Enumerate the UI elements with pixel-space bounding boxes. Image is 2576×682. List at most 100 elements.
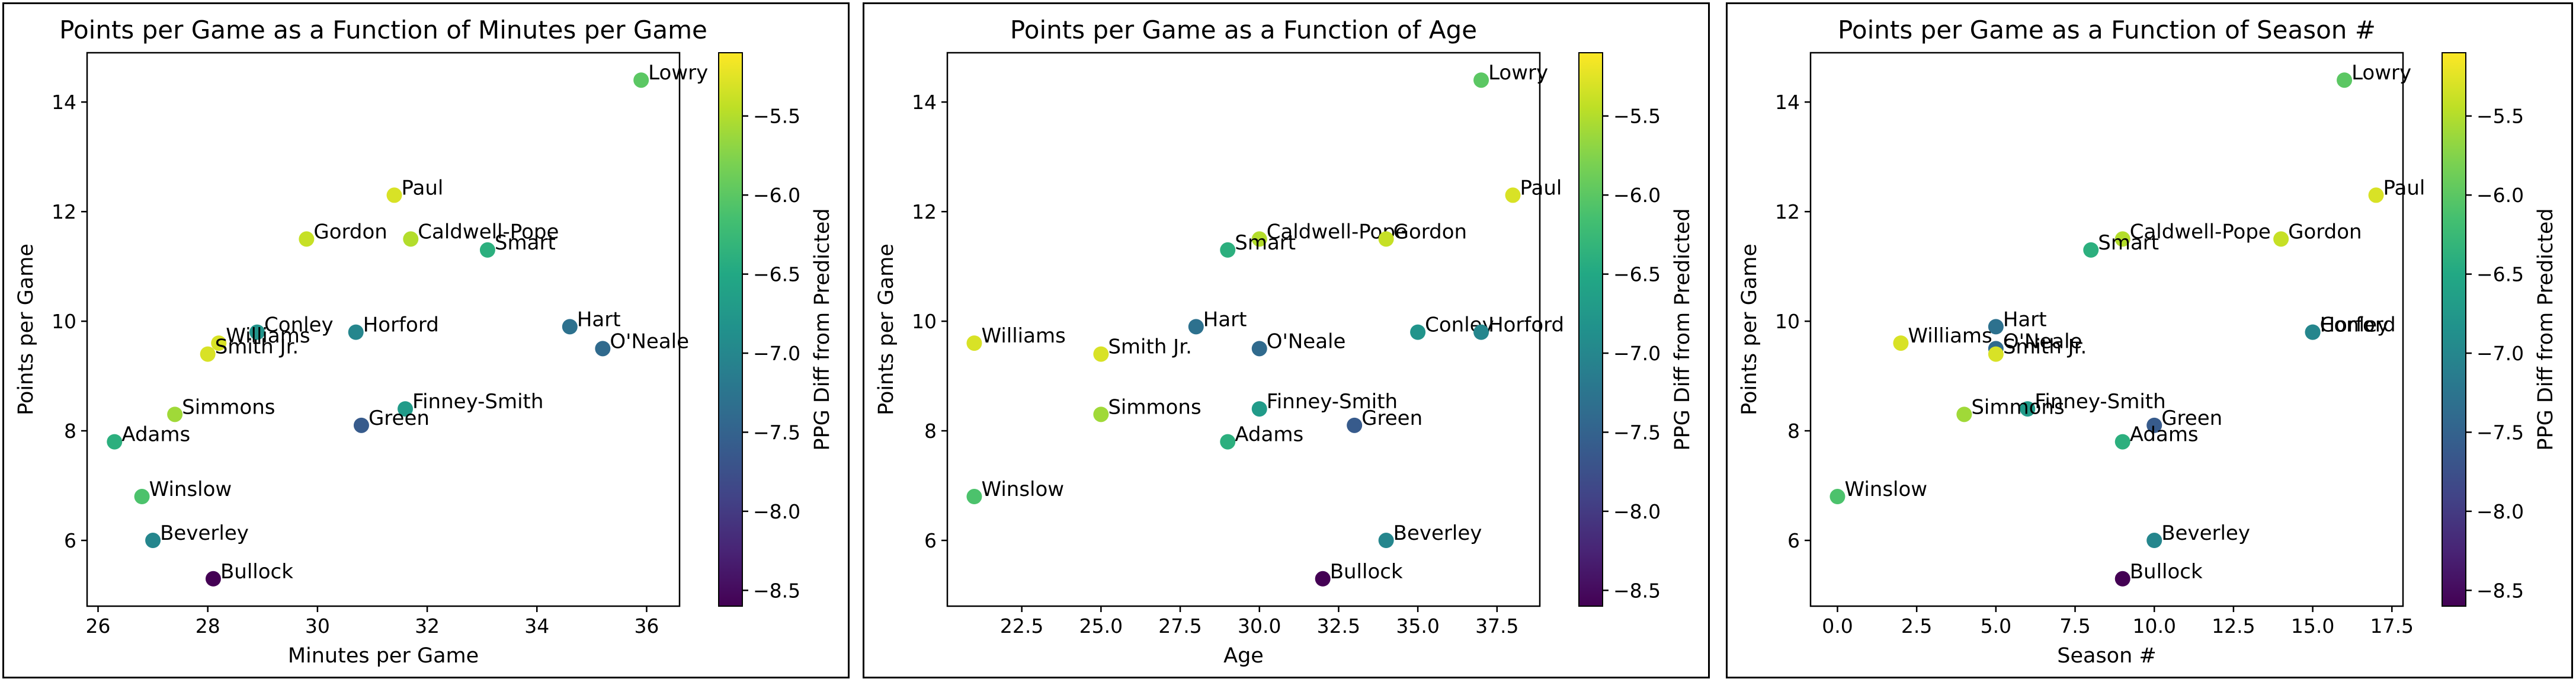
y-tick-label: 12 [1775, 200, 1800, 223]
x-tick-label: 32 [415, 614, 440, 638]
point-label: Gordon [2288, 220, 2362, 244]
x-tick-label: 36 [634, 614, 659, 638]
panel-age: Points per Game as a Function of Age 22.5… [863, 2, 1710, 678]
point-label: Bullock [2130, 560, 2203, 584]
colorbar-label: PPG Diff from Predicted [810, 208, 834, 450]
data-point [1251, 401, 1267, 417]
point-label: Conley [264, 313, 334, 337]
colorbar-tick-label: −8.5 [2476, 579, 2524, 602]
data-point [2146, 417, 2162, 433]
point-label: O'Neale [2003, 329, 2082, 353]
colorbar [2442, 52, 2466, 607]
colorbar-tick-label: −5.5 [1613, 105, 1661, 128]
data-point [1220, 242, 1236, 258]
data-point [200, 346, 216, 362]
point-label: Beverley [2161, 521, 2250, 545]
point-label: Lowry [1488, 61, 1548, 85]
colorbar-tick-label: −7.5 [753, 421, 800, 444]
point-label: Bullock [1330, 560, 1403, 584]
data-point [633, 72, 649, 88]
colorbar-tick-label: −8.0 [2476, 500, 2524, 523]
chart-title: Points per Game as a Function of Minutes… [59, 15, 707, 44]
data-point [1251, 231, 1267, 247]
point-label: Caldwell-Pope [418, 220, 559, 244]
data-point [1830, 489, 1846, 505]
data-point [1473, 324, 1489, 340]
data-point [2114, 434, 2130, 450]
point-label: Hart [2003, 308, 2047, 331]
point-label: Hart [1203, 308, 1247, 331]
x-tick-label: 22.5 [1000, 614, 1043, 638]
point-label: Smart [1235, 231, 1296, 255]
x-tick-label: 37.5 [1475, 614, 1518, 638]
data-point [966, 489, 982, 505]
y-tick-label: 6 [924, 529, 937, 552]
data-point [1347, 417, 1363, 433]
data-point [1410, 324, 1426, 340]
y-tick-label: 14 [1775, 91, 1800, 114]
point-label: Beverley [1393, 521, 1482, 545]
point-label: Gordon [1393, 220, 1467, 244]
colorbar-tick-label: −8.5 [753, 579, 800, 602]
data-point [1505, 187, 1521, 203]
x-tick-label: 12.5 [2212, 614, 2255, 638]
point-label: Finney-Smith [1267, 390, 1398, 414]
x-tick-label: 0.0 [1822, 614, 1853, 638]
data-point [398, 401, 414, 417]
point-label: Green [2161, 406, 2222, 430]
colorbar-tick-label: −7.5 [2476, 421, 2524, 444]
point-label: Smart [495, 231, 556, 255]
point-label: Simmons [1108, 395, 1201, 419]
plot-area [86, 52, 681, 607]
y-tick-label: 14 [912, 91, 937, 114]
colorbar-label: PPG Diff from Predicted [1671, 208, 1694, 450]
data-point [2368, 187, 2384, 203]
data-point [1988, 319, 2004, 335]
point-label: Horford [2320, 313, 2396, 337]
x-axis-label: Minutes per Game [288, 644, 479, 668]
colorbar-tick-label: −6.5 [1613, 263, 1661, 286]
data-point [1188, 319, 1204, 335]
x-tick-label: 15.0 [2291, 614, 2334, 638]
data-point [1893, 335, 1909, 351]
colorbar-tick-label: −6.0 [2476, 184, 2524, 207]
point-label: Gordon [313, 220, 387, 244]
x-tick-label: 26 [86, 614, 111, 638]
colorbar [1578, 52, 1603, 607]
x-tick-label: 25.0 [1079, 614, 1123, 638]
x-tick-label: 35.0 [1396, 614, 1439, 638]
point-label: Adams [121, 423, 190, 447]
panel-minutes: Points per Game as a Function of Minutes… [2, 2, 850, 678]
point-label: Simmons [182, 395, 275, 419]
data-point [2114, 231, 2130, 247]
x-tick-label: 17.5 [2370, 614, 2414, 638]
data-point [1378, 533, 1394, 549]
colorbar-tick-label: −7.0 [1613, 342, 1661, 365]
chart-title: Points per Game as a Function of Season … [1838, 15, 2376, 44]
data-point [1378, 231, 1394, 247]
chart-title: Points per Game as a Function of Age [1010, 15, 1477, 44]
x-tick-label: 2.5 [1901, 614, 1932, 638]
y-tick-label: 8 [1787, 420, 1800, 443]
point-label: Winslow [149, 478, 232, 501]
colorbar [718, 52, 743, 607]
colorbar-tick-label: −8.0 [1613, 500, 1661, 523]
data-point [2114, 571, 2130, 587]
colorbar-label: PPG Diff from Predicted [2534, 208, 2558, 450]
plot-area [1809, 52, 2404, 607]
colorbar-tick-label: −7.0 [2476, 342, 2524, 365]
y-axis-label: Points per Game [14, 244, 38, 415]
x-tick-label: 34 [524, 614, 549, 638]
data-point [479, 242, 495, 258]
y-tick-label: 14 [52, 91, 76, 114]
point-label: Winslow [1844, 478, 1927, 501]
point-label: Finney-Smith [2034, 390, 2165, 414]
colorbar-tick-label: −7.0 [753, 342, 800, 365]
data-point [562, 319, 578, 335]
y-tick-label: 10 [1775, 310, 1800, 333]
scatter-chart-season: Points per Game as a Function of Season … [1738, 15, 2558, 668]
point-label: Smith Jr. [215, 335, 299, 359]
x-tick-label: 28 [196, 614, 220, 638]
y-axis-label: Points per Game [874, 244, 898, 415]
data-point [167, 406, 183, 422]
